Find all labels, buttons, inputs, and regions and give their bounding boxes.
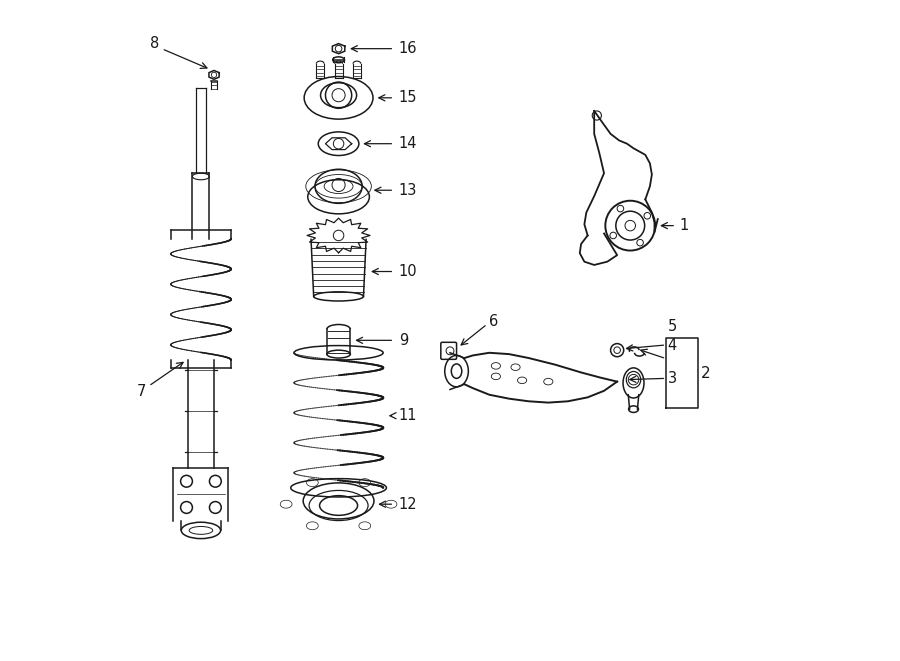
Text: 5: 5	[668, 319, 677, 334]
Text: 1: 1	[680, 218, 688, 233]
Text: 9: 9	[399, 333, 408, 348]
Text: 3: 3	[668, 371, 677, 386]
Text: 2: 2	[700, 366, 710, 381]
Text: 13: 13	[399, 182, 418, 198]
Text: 7: 7	[137, 384, 146, 399]
Text: 12: 12	[399, 496, 418, 512]
Text: 16: 16	[399, 41, 418, 56]
Text: 15: 15	[399, 91, 418, 105]
Text: 10: 10	[399, 264, 418, 279]
Text: 4: 4	[668, 338, 677, 354]
Text: 14: 14	[399, 136, 418, 151]
Text: 6: 6	[490, 314, 499, 329]
Text: 11: 11	[399, 408, 418, 423]
Text: 8: 8	[149, 36, 159, 51]
